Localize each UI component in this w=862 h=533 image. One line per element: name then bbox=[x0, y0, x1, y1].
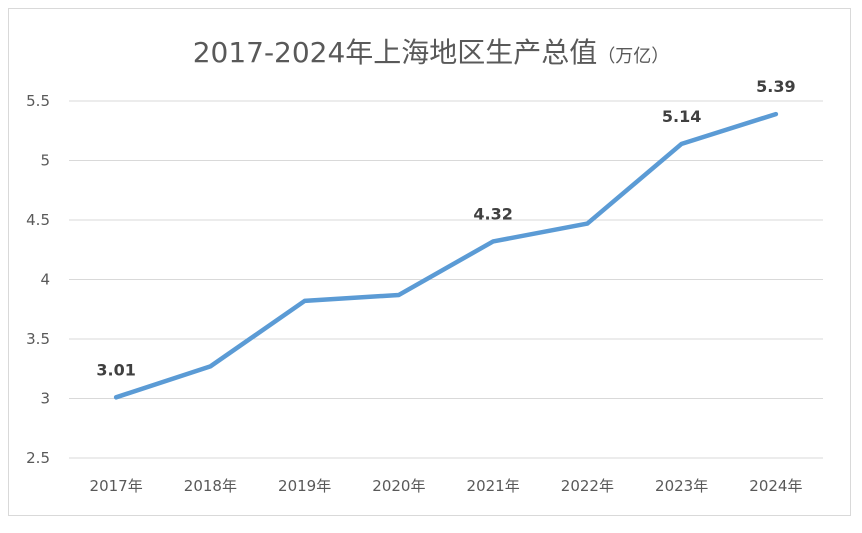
x-tick-label: 2018年 bbox=[184, 477, 237, 495]
y-tick-label: 5 bbox=[40, 152, 50, 170]
y-tick-label: 4.5 bbox=[26, 211, 50, 229]
chart-title: 2017-2024年上海地区生产总值（万亿） bbox=[193, 36, 670, 69]
x-tick-label: 2020年 bbox=[372, 477, 425, 495]
x-tick-label: 2019年 bbox=[278, 477, 331, 495]
series-layer bbox=[113, 111, 779, 400]
chart-title-main: 2017-2024年上海地区生产总值 bbox=[193, 36, 598, 69]
x-tick-label: 2023年 bbox=[655, 477, 708, 495]
data-labels: 3.01 4.32 5.14 5.39 bbox=[96, 77, 795, 379]
x-tick-label: 2021年 bbox=[467, 477, 520, 495]
x-tick-label: 2022年 bbox=[561, 477, 614, 495]
y-tick-label: 3 bbox=[40, 390, 50, 408]
chart-frame bbox=[8, 8, 851, 516]
series-line bbox=[113, 111, 779, 400]
data-label: 4.32 bbox=[473, 204, 512, 223]
y-tick-label: 5.5 bbox=[26, 92, 50, 110]
y-tick-label: 2.5 bbox=[26, 449, 50, 467]
x-tick-label: 2017年 bbox=[90, 477, 143, 495]
y-axis-ticks: 2.5 3 3.5 4 4.5 5 5.5 bbox=[26, 92, 50, 467]
x-axis-ticks: 2017年 2018年 2019年 2020年 2021年 2022年 2023年 2024年 bbox=[90, 477, 803, 495]
chart-title-unit: （万亿） bbox=[597, 46, 669, 67]
data-label: 5.14 bbox=[662, 107, 701, 126]
y-tick-label: 3.5 bbox=[26, 330, 50, 348]
y-tick-label: 4 bbox=[40, 271, 50, 289]
data-label: 3.01 bbox=[96, 360, 135, 379]
grid-layer bbox=[69, 100, 823, 459]
data-label: 5.39 bbox=[756, 77, 795, 96]
x-tick-label: 2024年 bbox=[749, 477, 802, 495]
